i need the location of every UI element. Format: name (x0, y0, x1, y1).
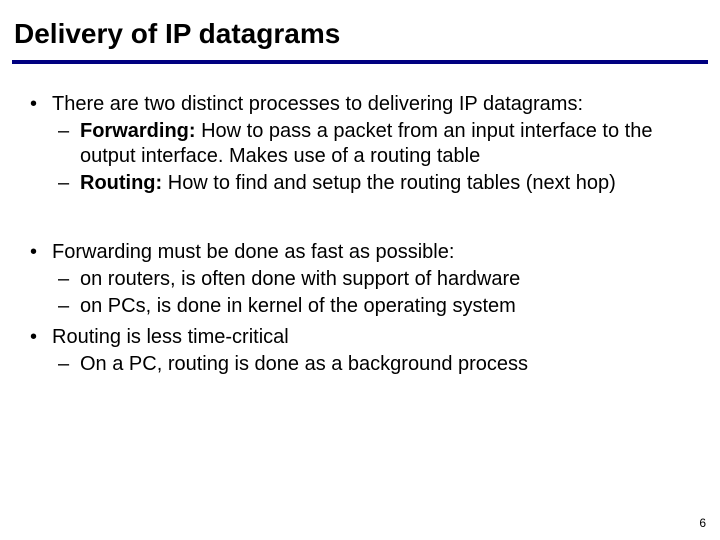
slide-title: Delivery of IP datagrams (14, 18, 702, 50)
bullet-text: Forwarding must be done as fast as possi… (52, 241, 454, 263)
sub-text: on routers, is often done with support o… (80, 268, 520, 290)
slide-body: There are two distinct processes to deli… (18, 92, 702, 377)
sub-text: On a PC, routing is done as a background… (80, 353, 528, 375)
slide: Delivery of IP datagrams There are two d… (0, 0, 720, 540)
list-item: on routers, is often done with support o… (52, 267, 702, 292)
title-rule (12, 60, 708, 64)
spacer (24, 202, 702, 240)
list-item: Routing is less time-critical On a PC, r… (24, 325, 702, 377)
sub-list: On a PC, routing is done as a background… (52, 352, 702, 377)
list-item: Routing: How to find and setup the routi… (52, 171, 702, 196)
page-number: 6 (699, 516, 706, 530)
list-item: There are two distinct processes to deli… (24, 92, 702, 196)
bullet-list: Forwarding must be done as fast as possi… (24, 240, 702, 377)
bullet-text: Routing is less time-critical (52, 326, 289, 348)
bullet-text: There are two distinct processes to deli… (52, 93, 583, 115)
sub-text: on PCs, is done in kernel of the operati… (80, 295, 516, 317)
list-item: On a PC, routing is done as a background… (52, 352, 702, 377)
sub-text: How to find and setup the routing tables… (162, 172, 616, 194)
bullet-list: There are two distinct processes to deli… (24, 92, 702, 196)
sub-list: Forwarding: How to pass a packet from an… (52, 119, 702, 196)
list-item: Forwarding: How to pass a packet from an… (52, 119, 702, 169)
list-item: on PCs, is done in kernel of the operati… (52, 294, 702, 319)
sub-label: Routing: (80, 172, 162, 194)
list-item: Forwarding must be done as fast as possi… (24, 240, 702, 319)
sub-list: on routers, is often done with support o… (52, 267, 702, 319)
sub-label: Forwarding: (80, 120, 196, 142)
